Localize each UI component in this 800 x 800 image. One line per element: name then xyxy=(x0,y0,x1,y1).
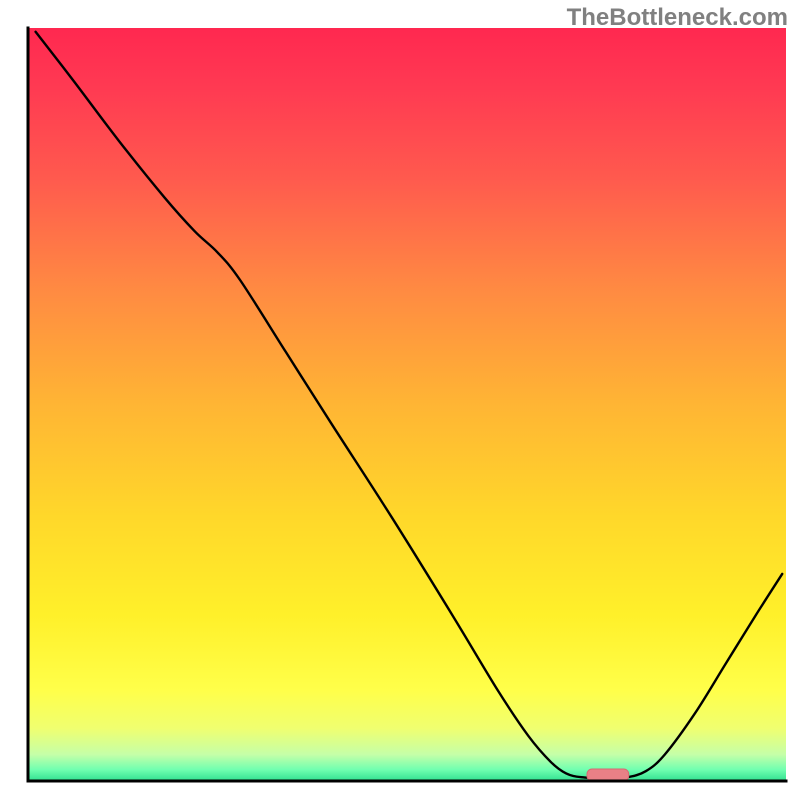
chart-canvas xyxy=(0,0,800,800)
watermark-text: TheBottleneck.com xyxy=(567,4,788,32)
gradient-background xyxy=(28,28,786,781)
bottleneck-chart: TheBottleneck.com xyxy=(0,0,800,800)
optimal-range-marker xyxy=(587,769,629,781)
